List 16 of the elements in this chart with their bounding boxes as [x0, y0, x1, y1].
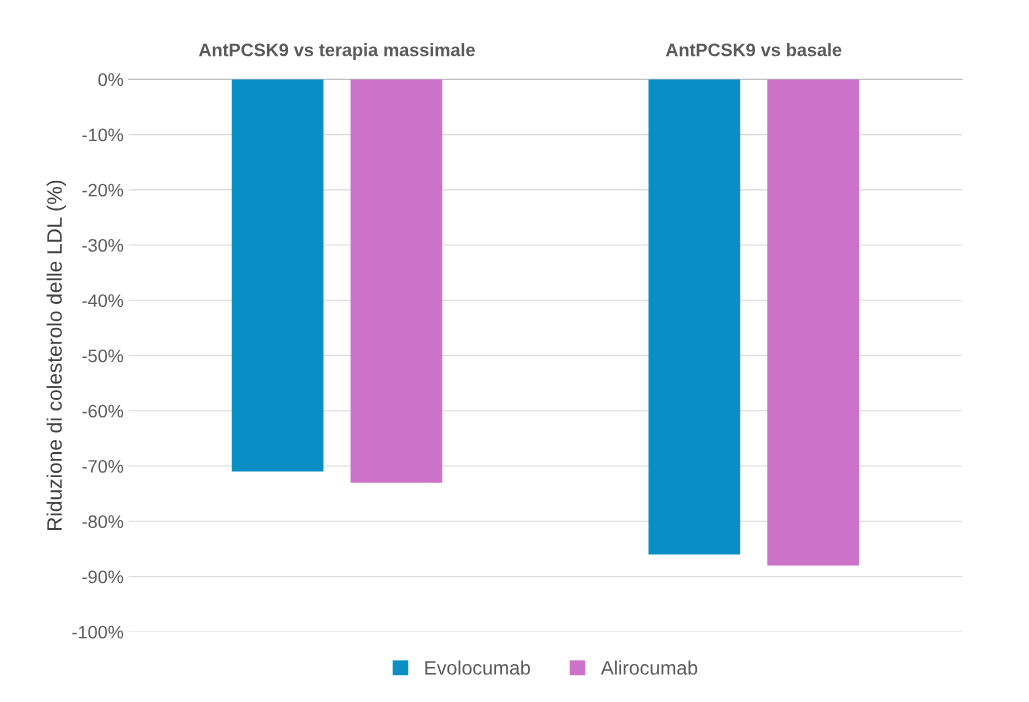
x-tick-label: AntPCSK9 vs terapia massimale: [198, 43, 475, 60]
y-tick-label: 0%: [98, 73, 124, 87]
y-tick-label: -40%: [82, 294, 124, 308]
legend-label: Evolocumab: [425, 660, 530, 675]
y-tick-label: -10%: [82, 128, 124, 142]
y-axis-title: Riduzione di colesterolo delle LDL (%): [46, 180, 67, 531]
x-tick-label: AntPCSK9 vs basale: [665, 43, 842, 57]
y-tick-label: -70%: [82, 459, 124, 473]
y-tick-label: -80%: [82, 515, 124, 529]
y-tick-label: -90%: [82, 570, 124, 584]
y-tick-label: -30%: [82, 239, 124, 252]
y-tick-label: -20%: [82, 183, 124, 197]
legend-label: Alirocumab: [600, 660, 698, 675]
y-tick-label: -60%: [82, 404, 124, 418]
y-tick-label: -100%: [72, 625, 124, 639]
y-tick-label: -50%: [82, 349, 124, 363]
